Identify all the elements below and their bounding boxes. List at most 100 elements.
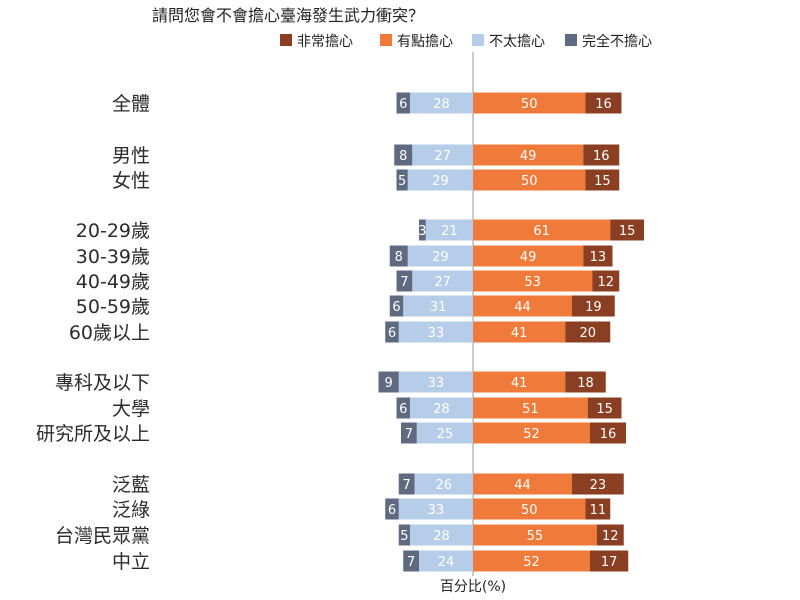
category-label: 泛藍 xyxy=(112,474,150,496)
value-label-not-at-all-worried: 7 xyxy=(402,478,410,493)
bar-very-worried xyxy=(572,295,615,317)
bar-not-at-all-worried xyxy=(378,371,399,393)
bar-very-worried xyxy=(585,169,620,191)
value-label-not-at-all-worried: 7 xyxy=(400,275,408,290)
bar-not-very-worried xyxy=(398,321,473,343)
bar-somewhat-worried xyxy=(473,169,586,191)
bar-not-very-worried xyxy=(425,219,473,241)
value-label-not-at-all-worried: 3 xyxy=(418,224,426,239)
value-label-not-very-worried: 27 xyxy=(434,275,451,290)
legend-swatch-not-at-all-worried xyxy=(565,34,577,46)
category-label: 大學 xyxy=(112,398,150,420)
value-label-not-very-worried: 33 xyxy=(428,503,445,518)
bar-very-worried xyxy=(610,219,644,241)
value-label-not-at-all-worried: 5 xyxy=(400,529,408,544)
value-label-not-very-worried: 21 xyxy=(441,224,458,239)
value-label-not-very-worried: 25 xyxy=(437,427,454,442)
value-label-somewhat-worried: 44 xyxy=(514,478,531,493)
bar-not-at-all-worried xyxy=(394,144,413,166)
value-label-not-very-worried: 33 xyxy=(428,376,445,391)
legend-swatch-somewhat-worried xyxy=(380,34,392,46)
value-label-very-worried: 12 xyxy=(602,529,619,544)
legend-label-not-at-all-worried: 完全不擔心 xyxy=(582,33,652,50)
value-label-very-worried: 15 xyxy=(619,224,636,239)
bar-not-at-all-worried xyxy=(385,321,399,343)
legend-swatch-very-worried xyxy=(280,34,292,46)
bar-very-worried xyxy=(565,371,606,393)
value-label-very-worried: 11 xyxy=(590,503,607,518)
value-label-not-at-all-worried: 6 xyxy=(399,97,407,112)
category-label: 台灣民眾黨 xyxy=(55,525,150,547)
bar-not-very-worried xyxy=(398,498,473,520)
bar-very-worried xyxy=(585,92,622,114)
bar-somewhat-worried xyxy=(473,473,572,495)
legend-label-somewhat-worried: 有點擔心 xyxy=(397,34,453,50)
category-label: 全體 xyxy=(112,93,150,115)
bar-not-very-worried xyxy=(410,92,473,114)
bar-somewhat-worried xyxy=(473,295,572,317)
category-label: 中立 xyxy=(112,551,150,573)
bar-not-very-worried xyxy=(414,473,473,495)
value-label-somewhat-worried: 49 xyxy=(520,149,537,164)
value-label-somewhat-worried: 61 xyxy=(533,224,550,239)
value-label-somewhat-worried: 41 xyxy=(511,326,528,341)
category-label: 男性 xyxy=(112,145,150,167)
chart-title: 請問您會不會擔心臺海發生武力衝突？ xyxy=(152,6,424,25)
category-label: 60歲以上 xyxy=(69,322,150,344)
bar-very-worried xyxy=(596,524,624,546)
value-label-not-at-all-worried: 5 xyxy=(398,174,406,189)
value-label-not-at-all-worried: 7 xyxy=(405,427,413,442)
value-label-very-worried: 23 xyxy=(590,478,607,493)
value-label-not-at-all-worried: 7 xyxy=(407,555,415,570)
value-label-very-worried: 19 xyxy=(585,300,602,315)
bar-not-at-all-worried xyxy=(389,245,408,267)
value-label-very-worried: 15 xyxy=(594,174,611,189)
value-label-not-very-worried: 29 xyxy=(432,174,449,189)
bar-not-at-all-worried xyxy=(396,169,408,191)
bar-not-at-all-worried xyxy=(419,219,426,241)
value-label-not-at-all-worried: 6 xyxy=(388,326,396,341)
bar-somewhat-worried xyxy=(473,524,597,546)
bar-not-at-all-worried xyxy=(403,550,419,572)
category-label: 研究所及以上 xyxy=(36,423,150,445)
bar-very-worried xyxy=(590,422,626,444)
value-label-somewhat-worried: 55 xyxy=(527,529,544,544)
bar-not-at-all-worried xyxy=(398,524,410,546)
value-label-not-very-worried: 28 xyxy=(433,97,450,112)
value-label-somewhat-worried: 52 xyxy=(523,427,540,442)
bar-somewhat-worried xyxy=(473,270,593,292)
bar-somewhat-worried xyxy=(473,498,586,520)
value-label-somewhat-worried: 52 xyxy=(523,555,540,570)
value-label-very-worried: 13 xyxy=(590,250,607,265)
bar-somewhat-worried xyxy=(473,371,566,393)
value-label-very-worried: 16 xyxy=(595,97,612,112)
value-label-somewhat-worried: 50 xyxy=(521,503,538,518)
bar-somewhat-worried xyxy=(473,397,588,419)
value-label-not-at-all-worried: 6 xyxy=(392,300,400,315)
category-label: 專科及以下 xyxy=(55,372,150,394)
value-label-not-at-all-worried: 9 xyxy=(384,376,392,391)
bar-not-at-all-worried xyxy=(389,295,404,317)
bar-not-very-worried xyxy=(419,550,473,572)
bar-not-at-all-worried xyxy=(396,92,410,114)
bar-very-worried xyxy=(592,270,620,292)
bar-very-worried xyxy=(572,473,624,495)
bar-very-worried xyxy=(583,144,620,166)
value-label-not-very-worried: 28 xyxy=(433,402,450,417)
value-label-very-worried: 18 xyxy=(577,376,594,391)
bar-very-worried xyxy=(590,550,629,572)
value-label-very-worried: 12 xyxy=(597,275,614,290)
legend: 非常擔心 有點擔心 不太擔心 完全不擔心 xyxy=(280,33,652,50)
category-label: 50-59歲 xyxy=(76,296,150,318)
value-label-somewhat-worried: 41 xyxy=(511,376,528,391)
bar-not-at-all-worried xyxy=(385,498,399,520)
bar-somewhat-worried xyxy=(473,550,590,572)
legend-label-very-worried: 非常擔心 xyxy=(297,34,353,50)
bar-not-very-worried xyxy=(412,144,473,166)
legend-swatch-not-very-worried xyxy=(472,34,484,46)
bar-not-at-all-worried xyxy=(396,397,410,419)
bar-not-at-all-worried xyxy=(396,270,413,292)
value-label-very-worried: 16 xyxy=(600,427,617,442)
value-label-very-worried: 16 xyxy=(593,149,610,164)
